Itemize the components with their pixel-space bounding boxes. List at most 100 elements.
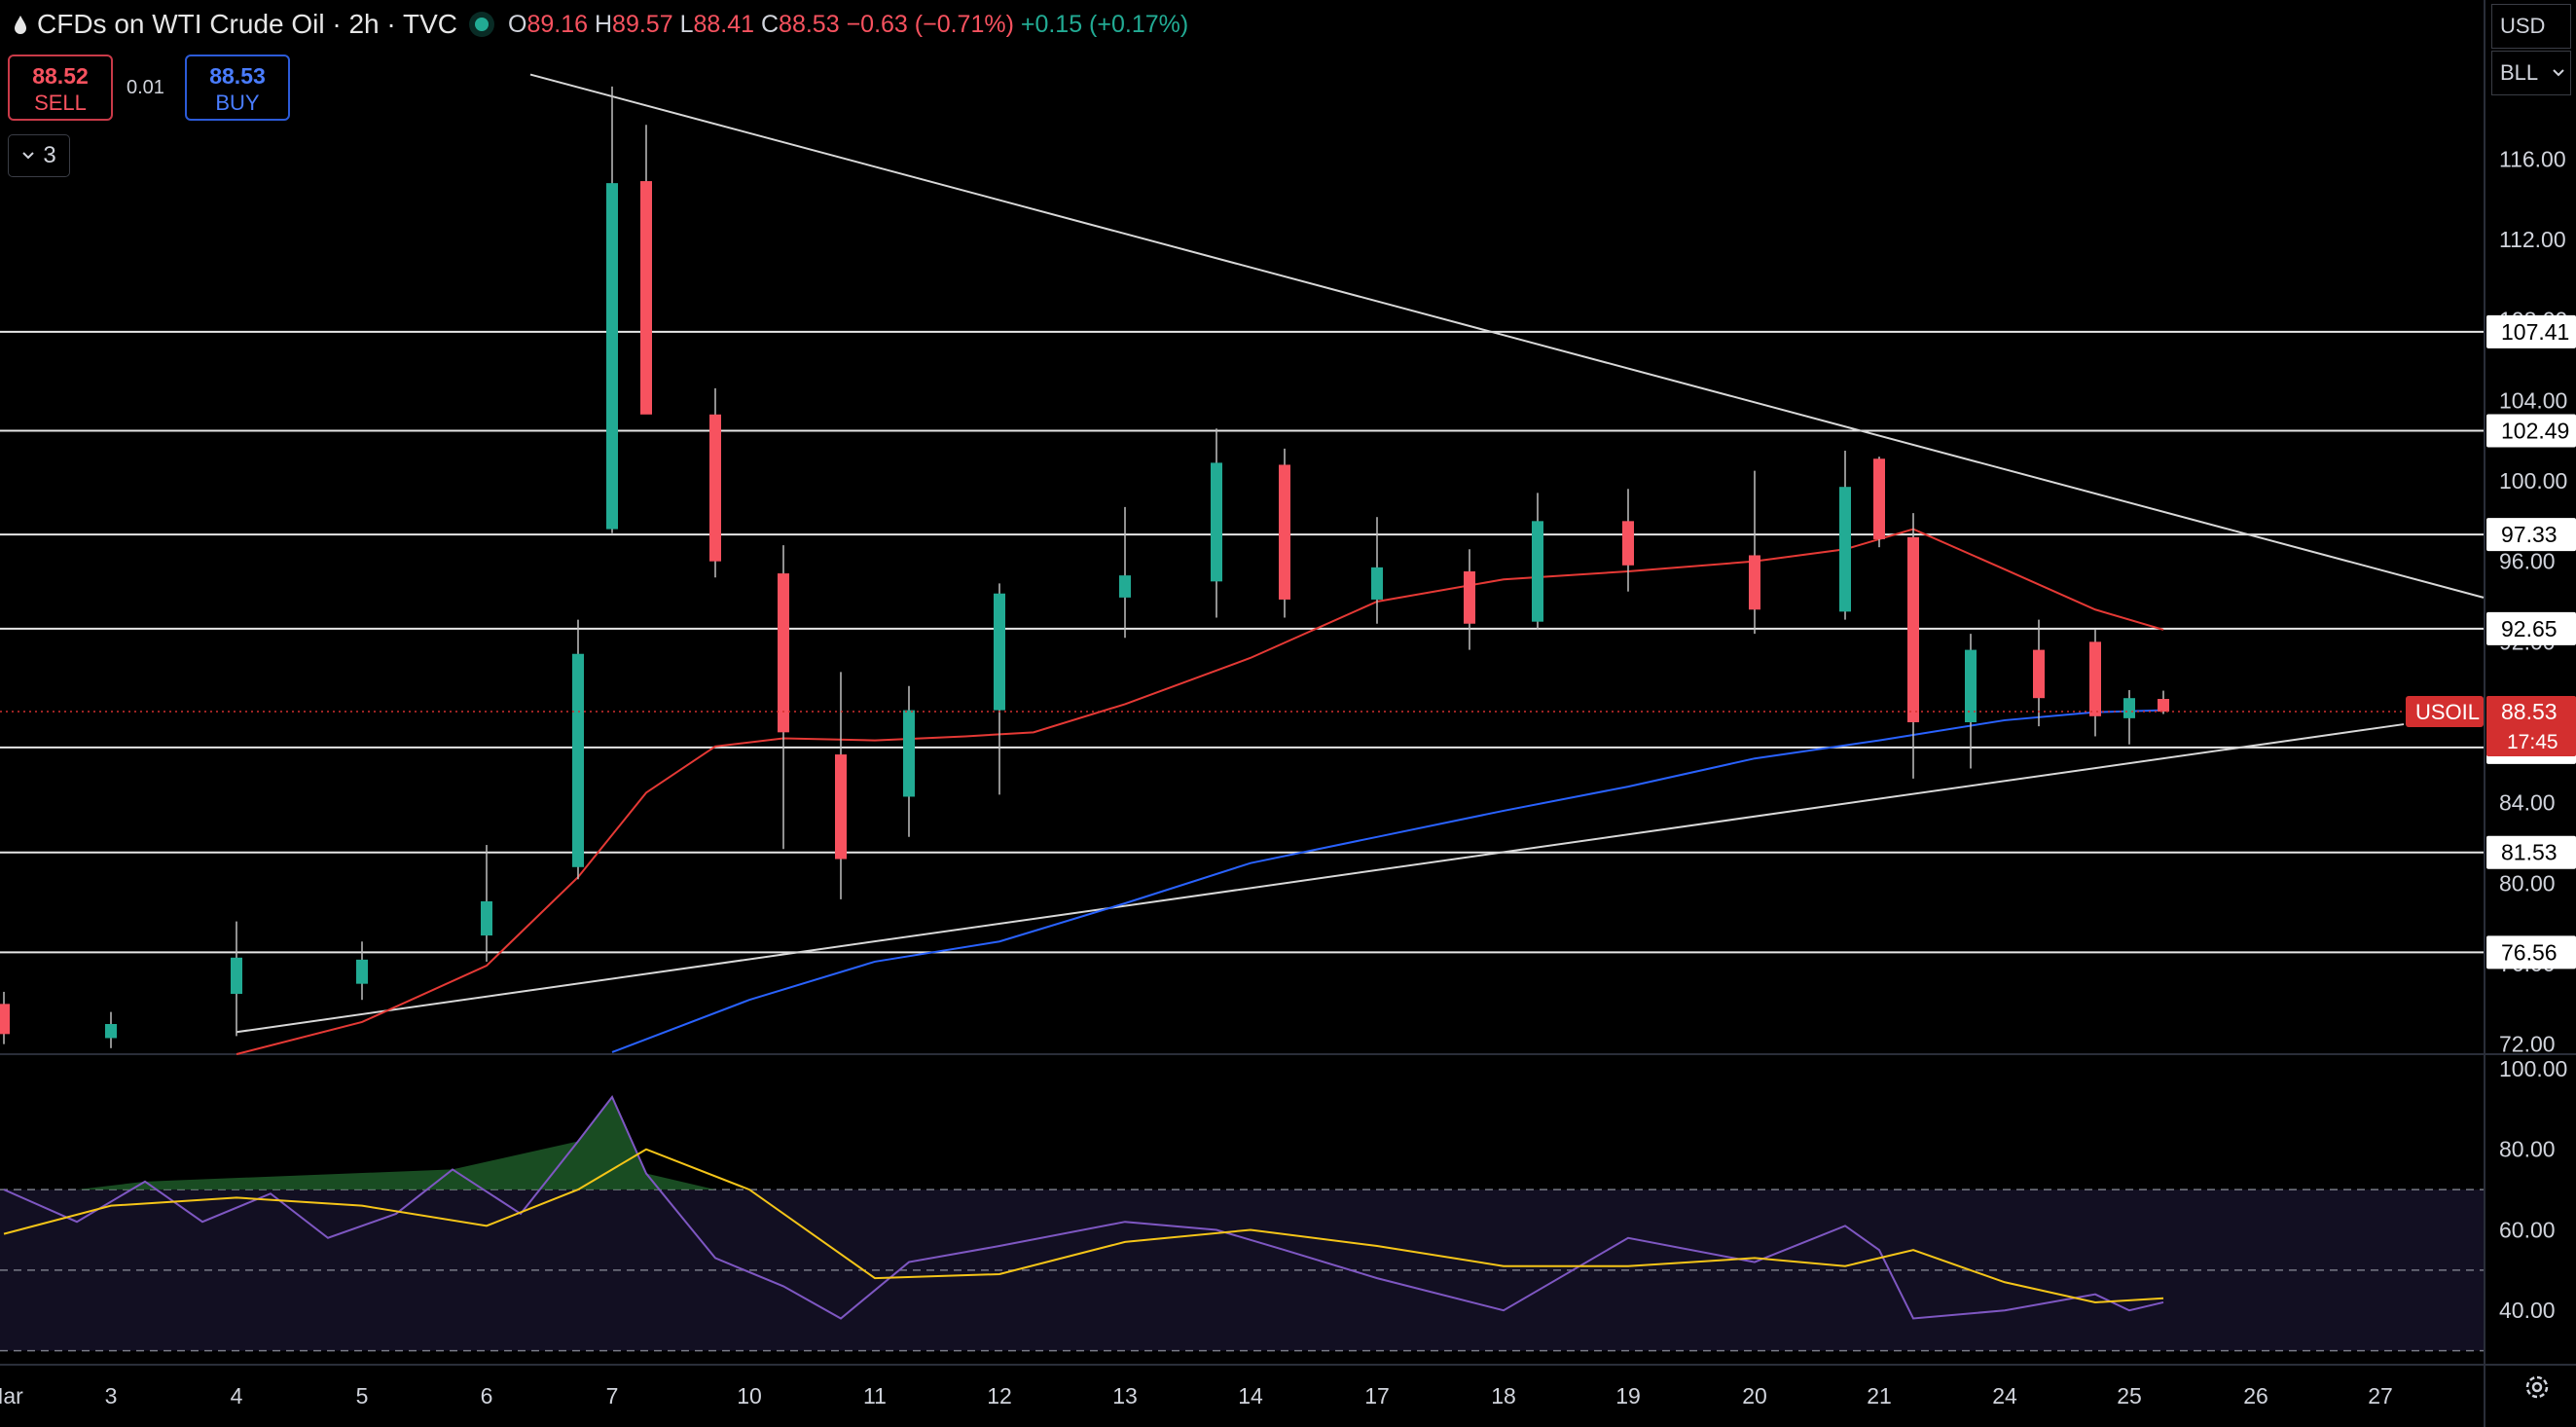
rsi-overbought-fill	[77, 1096, 715, 1190]
time-tick-label: 24	[1992, 1383, 2017, 1409]
rsi-tick-label: 100.00	[2499, 1056, 2567, 1081]
candle-body	[2033, 649, 2045, 699]
price-tick-label: 84.00	[2499, 790, 2556, 816]
tradingview-logo: TV	[12, 1304, 52, 1346]
candle-body	[606, 183, 618, 530]
time-tick-label: 7	[606, 1383, 619, 1409]
candle-body	[1873, 458, 1885, 539]
candle-body	[105, 1024, 117, 1039]
extended-change-value: +0.15 (+0.17%)	[1020, 10, 1189, 38]
candle-body	[1622, 521, 1634, 566]
level-label-bg	[2486, 314, 2576, 348]
level-label: 107.41	[2501, 319, 2569, 345]
price-badge-bg	[2486, 696, 2576, 757]
candle-body	[572, 653, 584, 867]
ohlc-readout: O89.16 H89.57 L88.41 C88.53 −0.63 (−0.71…	[508, 10, 1189, 38]
level-label: 102.49	[2501, 419, 2569, 444]
price-badge-countdown: 17:45	[2507, 731, 2558, 753]
high-value: 89.57	[612, 10, 673, 38]
symbol-badge-bg	[2406, 696, 2484, 728]
time-tick-label: 6	[481, 1383, 493, 1409]
candle-body	[2089, 641, 2101, 716]
level-label-bg	[2486, 414, 2576, 448]
candle-body	[1907, 536, 1919, 722]
chevron-down-icon	[22, 152, 35, 160]
buy-button[interactable]: 88.53 BUY	[185, 55, 290, 121]
candle-body	[903, 710, 915, 797]
time-tick-label: 17	[1364, 1383, 1390, 1409]
indicator-legend-toggle[interactable]: 3	[8, 134, 70, 177]
candle-body	[709, 414, 721, 562]
level-label-bg	[2486, 611, 2576, 645]
buy-price: 88.53	[209, 63, 266, 89]
indicator-count: 3	[43, 142, 56, 168]
market-status-icon	[475, 18, 490, 31]
candle-body	[1965, 649, 1977, 722]
time-tick-label: Mar	[0, 1383, 23, 1409]
candle-body	[1839, 487, 1851, 612]
time-tick-label: 20	[1742, 1383, 1767, 1409]
oil-drop-icon	[15, 16, 26, 34]
level-label-bg	[2486, 935, 2576, 970]
candle-body	[1119, 575, 1131, 598]
price-badge-value: 88.53	[2501, 699, 2558, 724]
change-value: −0.63 (−0.71%)	[846, 10, 1014, 38]
candle-body	[1532, 521, 1543, 622]
unit-selector[interactable]: BLL	[2491, 51, 2571, 95]
low-value: 88.41	[693, 10, 755, 38]
price-tick-label: 96.00	[2499, 549, 2556, 574]
settings-gear-icon[interactable]	[2522, 1372, 2552, 1402]
time-tick-label: 18	[1491, 1383, 1516, 1409]
spread-value: 0.01	[127, 77, 164, 98]
time-tick-label: 5	[356, 1383, 369, 1409]
candle-body	[640, 181, 652, 415]
candle-body	[2158, 699, 2169, 713]
sell-label: SELL	[34, 91, 87, 115]
candle-body	[1279, 464, 1290, 600]
candle-body	[231, 957, 242, 994]
rsi-tick-label: 60.00	[2499, 1217, 2556, 1242]
time-tick-label: 19	[1615, 1383, 1641, 1409]
rsi-line	[3, 1095, 2164, 1320]
candle-body	[778, 573, 789, 733]
open-value: 89.16	[526, 10, 589, 38]
currency-selector[interactable]: USD	[2491, 4, 2571, 49]
symbol-badge-label: USOIL	[2415, 700, 2480, 724]
candle-body	[1749, 555, 1760, 610]
price-tick-label: 112.00	[2499, 227, 2566, 252]
price-tick-label: 116.00	[2499, 146, 2566, 171]
time-tick-label: 4	[231, 1383, 243, 1409]
buy-label: BUY	[215, 91, 260, 115]
level-label: 81.53	[2501, 840, 2558, 865]
level-label-bg	[2486, 518, 2576, 552]
time-tick-label: 25	[2117, 1383, 2142, 1409]
level-label: 97.33	[2501, 522, 2558, 547]
price-tick-label: 100.00	[2499, 468, 2567, 494]
rsi-tick-label: 40.00	[2499, 1298, 2556, 1323]
sell-button[interactable]: 88.52 SELL	[8, 55, 113, 121]
candle-body	[1211, 462, 1222, 582]
close-value: 88.53	[779, 10, 840, 38]
level-label-bg	[2486, 835, 2576, 869]
candle-body	[835, 754, 847, 860]
trendline	[529, 73, 2485, 599]
time-tick-label: 26	[2243, 1383, 2268, 1409]
time-tick-label: 3	[105, 1383, 118, 1409]
time-tick-label: 10	[737, 1383, 762, 1409]
symbol-title[interactable]: CFDs on WTI Crude Oil · 2h · TVC	[37, 9, 458, 39]
rsi-ma-line	[3, 1148, 2164, 1303]
level-label: 76.56	[2501, 939, 2558, 965]
candle-body	[356, 959, 368, 984]
moving-average-line	[611, 709, 2164, 1053]
moving-average-line	[236, 528, 2164, 1055]
candle-body	[1464, 571, 1475, 624]
chart-header: CFDs on WTI Crude Oil · 2h · TVC O89.16 …	[0, 0, 1188, 49]
sell-price: 88.52	[32, 63, 89, 89]
time-tick-label: 11	[863, 1383, 887, 1409]
unit-label: BLL	[2500, 60, 2539, 85]
price-tick-label: 80.00	[2499, 870, 2556, 896]
level-label: 92.65	[2501, 616, 2558, 641]
candle-body	[2123, 698, 2135, 718]
time-tick-label: 21	[1867, 1383, 1892, 1409]
